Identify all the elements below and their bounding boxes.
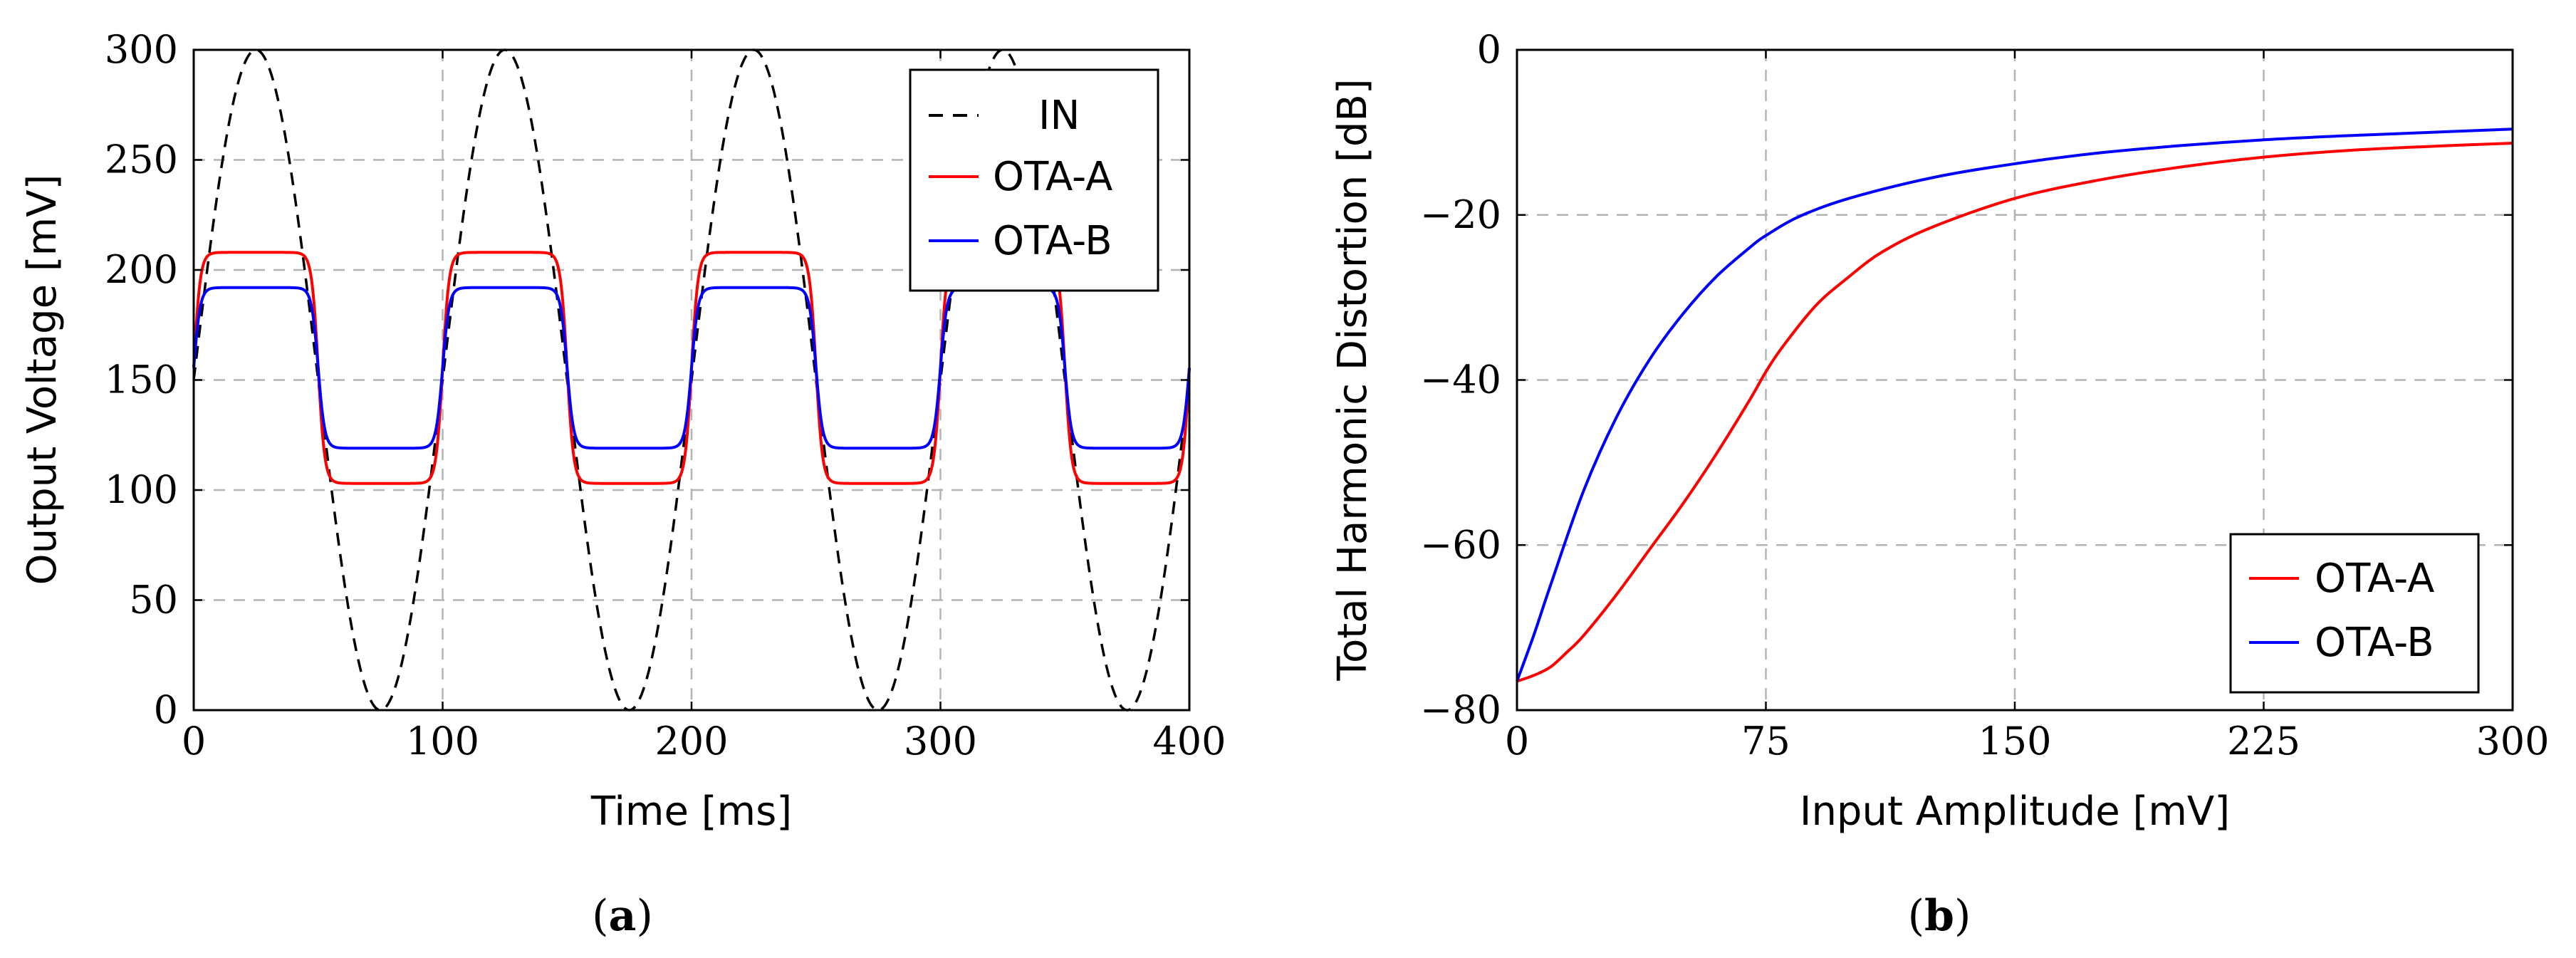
legend-label-ota-a-b: OTA-A xyxy=(2315,556,2434,602)
x-tick-label: 300 xyxy=(2476,719,2549,764)
legend-box-a xyxy=(909,68,1159,292)
legend-label-in: IN xyxy=(1038,93,1080,139)
x-axis-label-b: Input Amplitude [mV] xyxy=(1800,788,2230,835)
y-tick-label: 100 xyxy=(105,467,178,512)
series-b xyxy=(1516,127,2513,683)
y-tick-label: 150 xyxy=(105,358,178,402)
x-tick-label: 100 xyxy=(406,719,479,764)
x-tick-label: 150 xyxy=(1978,719,2051,764)
y-axis-label-b: Total Harmonic Distortion [dB] xyxy=(1330,78,1376,681)
ticks-a: 0 100 200 300 400 0 50 100 150 200 250 300 xyxy=(105,27,1226,764)
caption-a: (a) xyxy=(592,891,653,941)
series-line-ota-a-thd xyxy=(1516,141,2513,683)
caption-b: (b) xyxy=(1908,891,1971,941)
x-tick-label: 300 xyxy=(904,719,977,764)
x-tick-label: 225 xyxy=(2227,719,2300,764)
y-tick-label: 300 xyxy=(105,27,178,72)
x-tick-label: 75 xyxy=(1741,719,1790,764)
legend-b: OTA-A OTA-B xyxy=(2229,533,2480,694)
x-tick-label: 200 xyxy=(655,719,728,764)
x-axis-label-a: Time [ms] xyxy=(590,788,792,835)
y-tick-label: −20 xyxy=(1420,192,1501,237)
y-tick-label: 250 xyxy=(105,137,178,182)
y-tick-label: 0 xyxy=(154,687,178,732)
x-tick-label: 0 xyxy=(1505,719,1529,764)
y-tick-label: 200 xyxy=(105,247,178,292)
y-axis-label-a: Output Voltage [mV] xyxy=(19,175,66,585)
y-tick-label: 50 xyxy=(129,578,178,623)
y-tick-label: −80 xyxy=(1420,687,1501,732)
y-tick-label: 0 xyxy=(1477,27,1501,72)
ticks-b: 0 75 150 225 300 −80 −60 −40 −20 0 xyxy=(1420,27,2550,764)
grid-b xyxy=(1517,50,2513,710)
x-tick-label: 0 xyxy=(182,719,206,764)
panel-b: 0 75 150 225 300 −80 −60 −40 −20 0 Input Amplitud… xyxy=(1330,27,2550,941)
legend-label-ota-a: OTA-A xyxy=(993,154,1112,200)
legend-label-ota-b: OTA-B xyxy=(993,218,1112,264)
x-tick-label: 400 xyxy=(1152,719,1226,764)
series-line-ota-b-thd xyxy=(1516,127,2513,682)
legend-label-ota-b-b: OTA-B xyxy=(2315,620,2434,666)
legend-a: IN OTA-A OTA-B xyxy=(909,68,1159,292)
panel-a: 0 100 200 300 400 0 50 100 150 200 250 300 Time [ms… xyxy=(19,27,1226,941)
legend-box-b xyxy=(2229,533,2480,694)
y-tick-label: −60 xyxy=(1420,522,1501,567)
y-tick-label: −40 xyxy=(1420,358,1501,402)
